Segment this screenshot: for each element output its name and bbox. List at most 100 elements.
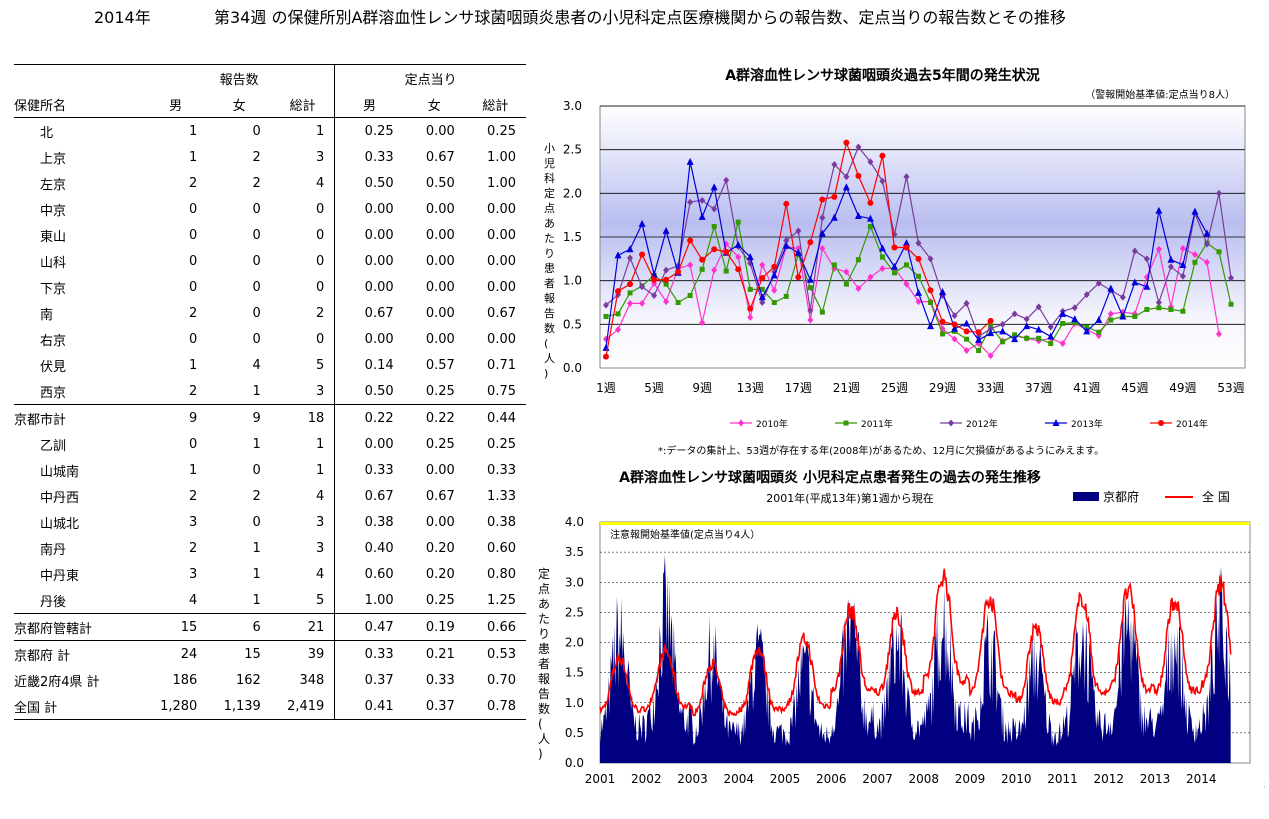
data-point — [854, 212, 862, 220]
table-row: 京都府 計 24 15 39 0.33 0.21 0.53 — [14, 640, 526, 667]
data-point — [1060, 320, 1066, 326]
rate-female-cell: 0.25 — [425, 436, 455, 452]
data-point — [879, 177, 886, 185]
data-point — [663, 276, 670, 283]
history-chart: A群溶血性レンサ球菌咽頭炎 小児科定点患者発生の過去の発生推移 2001年(平成1… — [538, 470, 1265, 792]
data-point — [1071, 315, 1079, 323]
rate-male-cell: 0.00 — [364, 227, 394, 243]
x-tick-label: 13週 — [737, 381, 764, 395]
legend-marker — [738, 419, 744, 427]
x-tick-label: 2001 — [585, 772, 616, 786]
data-point — [699, 256, 706, 263]
data-point — [1167, 255, 1175, 263]
count-total-cell: 2,419 — [270, 693, 336, 720]
count-total-cell: 3 — [270, 378, 336, 405]
row-name-cell: 山城北 — [40, 516, 80, 532]
table-row: 近畿2府4県 計 186 162 348 0.37 0.33 0.70 — [14, 667, 526, 693]
data-point — [723, 176, 730, 184]
y-tick-label: 2.5 — [565, 605, 584, 619]
count-total-cell: 1 — [270, 117, 336, 144]
row-name-cell: 北 — [14, 117, 144, 144]
data-point — [1155, 299, 1162, 306]
data-point — [806, 275, 814, 283]
x-tick-label: 2009 — [955, 772, 986, 786]
table-row: 中丹西 2 2 4 0.67 0.67 1.33 — [14, 483, 526, 509]
data-point — [855, 285, 862, 293]
data-point — [770, 271, 778, 279]
rate-female-cell: 0.25 — [425, 383, 455, 399]
data-point — [819, 214, 826, 222]
legend-marker — [1052, 419, 1060, 426]
count-total-cell: 2 — [270, 300, 336, 326]
x-tick-label: 2012 — [1094, 772, 1125, 786]
count-female-cell: 1 — [252, 436, 261, 452]
table-row: 乙訓 0 1 1 0.00 0.25 0.25 — [14, 431, 526, 457]
report-title: 第34週 の保健所別A群溶血性レンサ球菌咽頭炎患者の小児科定点医療機関からの報告… — [214, 8, 1066, 27]
data-point — [940, 331, 946, 337]
count-male-cell: 24 — [143, 640, 208, 667]
count-female-cell: 0 — [252, 305, 261, 321]
data-point — [1071, 304, 1078, 312]
count-male-cell: 2 — [189, 540, 198, 556]
table-row: 山城北 3 0 3 0.38 0.00 0.38 — [14, 509, 526, 535]
rate-male-cell: 0.67 — [364, 488, 394, 504]
data-point — [819, 196, 826, 203]
table-row: 中京 0 0 0 0.00 0.00 0.00 — [14, 196, 526, 222]
column-header-rate-female: 女 — [427, 98, 441, 114]
data-point — [615, 288, 622, 295]
rate-total-cell: 0.78 — [464, 693, 526, 720]
data-point — [627, 299, 634, 307]
rate-total-cell: 0.53 — [464, 640, 526, 667]
rate-total-cell: 0.33 — [487, 462, 516, 478]
legend-marker — [948, 419, 954, 427]
data-point — [1215, 330, 1222, 338]
row-name-cell: 南丹 — [40, 542, 67, 558]
count-female-cell: 0 — [252, 462, 261, 478]
rate-female-cell: 0.00 — [425, 201, 455, 217]
data-point — [927, 322, 935, 330]
rate-female-cell: 0.00 — [425, 331, 455, 347]
data-point — [1119, 293, 1126, 301]
data-point — [1096, 329, 1102, 335]
rate-total-cell: 0.66 — [464, 613, 526, 641]
rate-female-cell: 0.00 — [403, 117, 465, 144]
x-tick-label: 29週 — [929, 381, 956, 395]
data-point — [915, 288, 922, 296]
count-male-cell: 9 — [143, 404, 208, 431]
data-point — [759, 261, 766, 269]
rate-female-cell: 0.20 — [425, 540, 455, 556]
data-point — [1215, 189, 1222, 197]
data-point — [963, 299, 970, 307]
x-tick-label: 2011 — [1047, 772, 1078, 786]
data-point — [1131, 247, 1138, 255]
count-total-cell: 0 — [270, 248, 336, 274]
data-point — [603, 301, 609, 309]
data-point — [723, 268, 729, 274]
data-point — [603, 313, 609, 319]
data-point — [915, 239, 922, 247]
rate-female-cell: 0.20 — [425, 566, 455, 582]
x-tick-label: 5週 — [644, 381, 664, 395]
rate-total-cell: 0.44 — [464, 404, 526, 431]
data-point — [1059, 309, 1067, 317]
data-point — [711, 246, 718, 253]
row-name-cell: 山城南 — [40, 464, 80, 480]
legend-swatch-kyoto — [1073, 492, 1099, 501]
table-row: 西京 2 1 3 0.50 0.25 0.75 — [14, 378, 526, 405]
count-total-cell: 0 — [270, 222, 336, 248]
rate-total-cell: 0.00 — [487, 279, 516, 295]
row-name-cell: 東山 — [40, 229, 67, 245]
row-name-cell: 南 — [40, 307, 54, 323]
data-point — [1155, 206, 1163, 214]
data-point — [915, 255, 922, 262]
column-header-name: 保健所名 — [14, 98, 67, 114]
data-point — [831, 161, 838, 169]
legend-label: 2010年 — [756, 418, 788, 430]
count-male-cell: 2 — [189, 305, 198, 321]
data-point — [987, 317, 994, 324]
data-point — [699, 319, 706, 327]
row-name-cell: 西京 — [40, 385, 67, 401]
x-tick-label: 9週 — [692, 381, 712, 395]
data-point — [855, 143, 862, 151]
row-name-cell: 中京 — [40, 203, 67, 219]
